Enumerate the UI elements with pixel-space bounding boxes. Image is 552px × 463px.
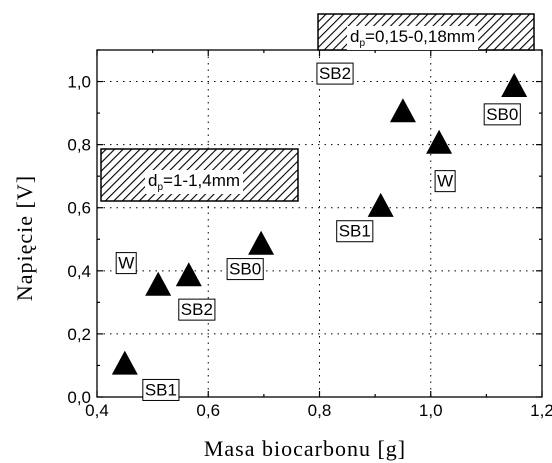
annotation-boxes: dp=1-1,4mm dp=0,15-0,18mm (100, 13, 535, 202)
point-label-box (434, 170, 456, 193)
data-point-triangle (426, 129, 453, 154)
point-label-text: SB0 (486, 105, 518, 124)
data-point-triangle (248, 230, 275, 255)
data-point-triangle (111, 350, 138, 375)
y-tick-label: 0,8 (67, 136, 91, 155)
x-tick-label: 0,6 (196, 401, 220, 420)
point-label-text: W (437, 172, 453, 191)
point-label: SB1 (336, 220, 374, 243)
point-label: SB0 (483, 103, 521, 126)
data-point-triangle (145, 271, 172, 296)
data-point-triangle (389, 98, 416, 123)
point-label-text: SB2 (319, 64, 351, 83)
point-label-box (336, 220, 374, 243)
annotation-text-bg (145, 170, 244, 194)
point-label-box (483, 103, 521, 126)
annotation-text: dp=1-1,4mm (148, 171, 240, 193)
point-label-box (115, 252, 137, 275)
point-label: SB1 (142, 378, 180, 401)
data-point-triangle (367, 192, 394, 217)
data-points (111, 72, 528, 375)
x-tick-label: 1,2 (530, 401, 552, 420)
annotation-box: dp=1-1,4mm (100, 148, 299, 202)
x-axis-title: Masa biocarbonu [g] (204, 436, 406, 461)
y-tick-label: 0,0 (67, 388, 91, 407)
point-labels: SB1 W SB2 SB0 SB1 SB2 W SB0 (115, 62, 521, 401)
axis-ticks: 0,4 0,6 0,8 1,0 1,2 0,0 0,2 0,4 0,6 0,8 1,0 (67, 49, 552, 420)
point-label-text: SB2 (181, 300, 213, 319)
point-label: SB2 (178, 298, 216, 321)
point-label: W (115, 252, 137, 275)
point-label-box (178, 298, 216, 321)
y-tick-label: 0,2 (67, 325, 91, 344)
annotation-text: dp=0,15-0,18mm (350, 27, 475, 49)
point-label: W (434, 170, 456, 193)
point-label: SB2 (316, 62, 354, 85)
point-label-box (316, 62, 354, 85)
grid (97, 50, 542, 397)
point-label-text: SB0 (229, 260, 261, 279)
point-label-text: SB1 (339, 222, 371, 241)
x-tick-label: 0,8 (308, 401, 332, 420)
point-label-text: W (118, 254, 134, 273)
y-tick-label: 0,6 (67, 199, 91, 218)
x-tick-label: 1,0 (419, 401, 443, 420)
point-label: SB0 (226, 258, 264, 281)
point-label-box (226, 258, 264, 281)
y-tick-label: 0,4 (67, 262, 91, 281)
data-point-triangle (501, 72, 528, 97)
point-label-text: SB1 (145, 380, 177, 399)
y-tick-label: 1,0 (67, 73, 91, 92)
y-axis-title: Napięcie [V] (12, 175, 37, 301)
point-label-box (142, 378, 180, 401)
x-tick-label: 0,4 (85, 401, 109, 420)
annotation-box: dp=0,15-0,18mm (317, 13, 535, 51)
data-point-triangle (175, 262, 202, 287)
annotation-text-bg (347, 26, 479, 50)
